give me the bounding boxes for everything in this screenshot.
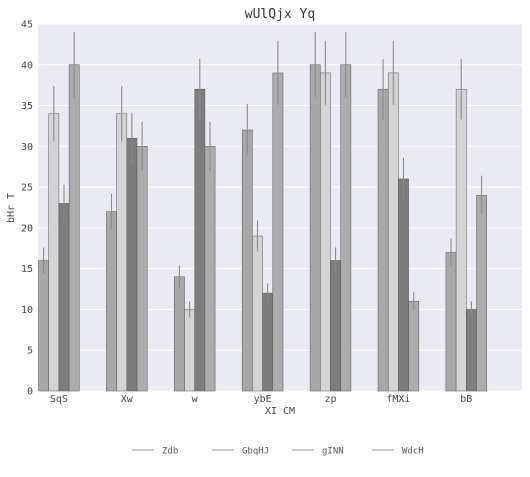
error-bars bbox=[43, 32, 483, 318]
bar bbox=[309, 64, 321, 392]
chart-title: wUlQjx Yq bbox=[245, 7, 315, 22]
y-axis-ticks: 0 5 10 15 20 25 30 35 40 45 bbox=[21, 20, 33, 398]
bar bbox=[466, 309, 477, 392]
bar bbox=[387, 72, 399, 392]
bar bbox=[126, 137, 138, 392]
bar bbox=[445, 252, 457, 392]
bar bbox=[136, 146, 148, 392]
bar bbox=[48, 113, 60, 392]
bar bbox=[408, 301, 420, 392]
bar bbox=[194, 88, 206, 392]
bar bbox=[38, 260, 49, 392]
x-tick-label: SqS bbox=[50, 394, 68, 405]
bar bbox=[272, 72, 284, 392]
bar bbox=[330, 260, 341, 392]
y-tick-label: 10 bbox=[21, 305, 33, 316]
bar bbox=[58, 203, 70, 392]
bar bbox=[204, 146, 216, 392]
legend-entry: WdcH bbox=[402, 447, 424, 457]
x-tick-label: w bbox=[192, 394, 199, 405]
bar bbox=[174, 276, 185, 392]
bar bbox=[241, 129, 253, 392]
bar bbox=[320, 72, 331, 392]
bar bbox=[377, 88, 389, 392]
bar bbox=[106, 211, 117, 392]
bar bbox=[340, 64, 352, 392]
legend-entry: Zdb bbox=[162, 447, 178, 457]
legend-entry: GbqHJ bbox=[242, 447, 269, 457]
x-tick-label: fMXi bbox=[386, 394, 410, 405]
x-tick-label: zp bbox=[324, 394, 336, 405]
y-tick-label: 40 bbox=[21, 60, 33, 71]
bar bbox=[68, 64, 80, 392]
x-axis-ticks: SqS Xw w ybE zp fMXi bB bbox=[50, 394, 472, 405]
x-tick-label: ybE bbox=[254, 394, 272, 405]
legend: Zdb GbqHJ gINN WdcH bbox=[132, 447, 424, 457]
y-tick-label: 15 bbox=[21, 264, 33, 275]
y-tick-label: 35 bbox=[21, 101, 33, 112]
y-tick-label: 5 bbox=[27, 346, 33, 357]
y-tick-label: 20 bbox=[21, 223, 33, 234]
bar bbox=[398, 178, 409, 392]
x-tick-label: Xw bbox=[121, 394, 134, 405]
bar bbox=[184, 309, 195, 392]
bar-series bbox=[38, 64, 487, 392]
legend-entry: gINN bbox=[322, 447, 344, 457]
bar bbox=[252, 235, 263, 392]
y-tick-label: 30 bbox=[21, 142, 33, 153]
bar bbox=[476, 195, 487, 392]
x-axis-label: XI CM bbox=[265, 406, 295, 417]
y-tick-label: 45 bbox=[21, 20, 33, 31]
bar bbox=[455, 88, 467, 392]
y-tick-label: 25 bbox=[21, 183, 33, 194]
y-axis-label: bHr T bbox=[6, 193, 17, 223]
x-tick-label: bB bbox=[460, 394, 472, 405]
bar bbox=[116, 113, 128, 392]
bar bbox=[262, 292, 274, 392]
y-tick-label: 0 bbox=[27, 387, 33, 398]
